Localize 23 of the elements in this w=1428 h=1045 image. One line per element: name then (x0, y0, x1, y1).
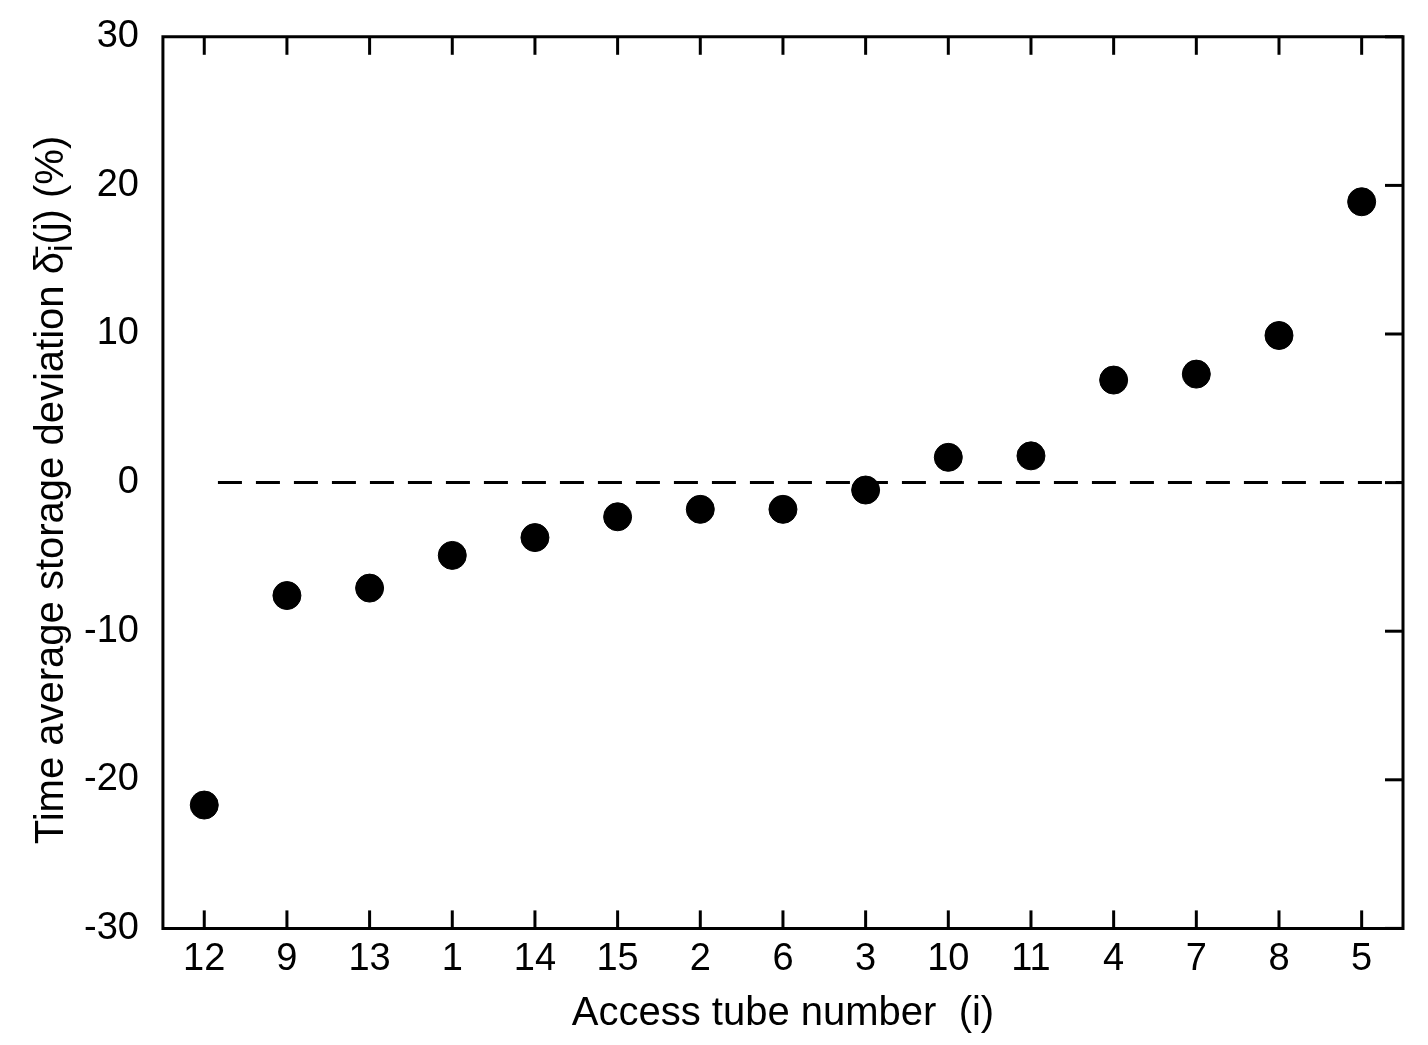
y-tick-label: 30 (96, 13, 139, 56)
x-tick-label: 8 (1268, 935, 1290, 978)
x-tick-label: 5 (1351, 935, 1373, 978)
x-tick-label: 11 (1011, 935, 1051, 978)
x-tick-label: 13 (348, 935, 391, 978)
x-tick-label: 10 (927, 935, 970, 978)
x-tick-label: 7 (1185, 935, 1207, 978)
x-tick-label: 2 (689, 935, 711, 978)
y-tick-label: -10 (84, 607, 139, 650)
x-axis-title: Access tube number (i) (571, 989, 995, 1034)
y-tick-label: -30 (84, 904, 139, 947)
x-tick-label: 3 (855, 935, 877, 978)
x-tick-label: 14 (513, 935, 557, 978)
x-tick-label: 15 (596, 935, 639, 978)
x-tick-label: 1 (441, 935, 463, 978)
x-tick-label: 4 (1103, 935, 1125, 978)
y-tick-label: 0 (117, 459, 139, 502)
x-tick-label: 6 (772, 935, 794, 978)
x-tick-label: 12 (183, 935, 226, 978)
x-tick-label: 9 (276, 935, 298, 978)
y-tick-label: -20 (84, 756, 139, 799)
y-tick-label: 20 (96, 161, 139, 204)
y-tick-label: 10 (96, 310, 139, 353)
